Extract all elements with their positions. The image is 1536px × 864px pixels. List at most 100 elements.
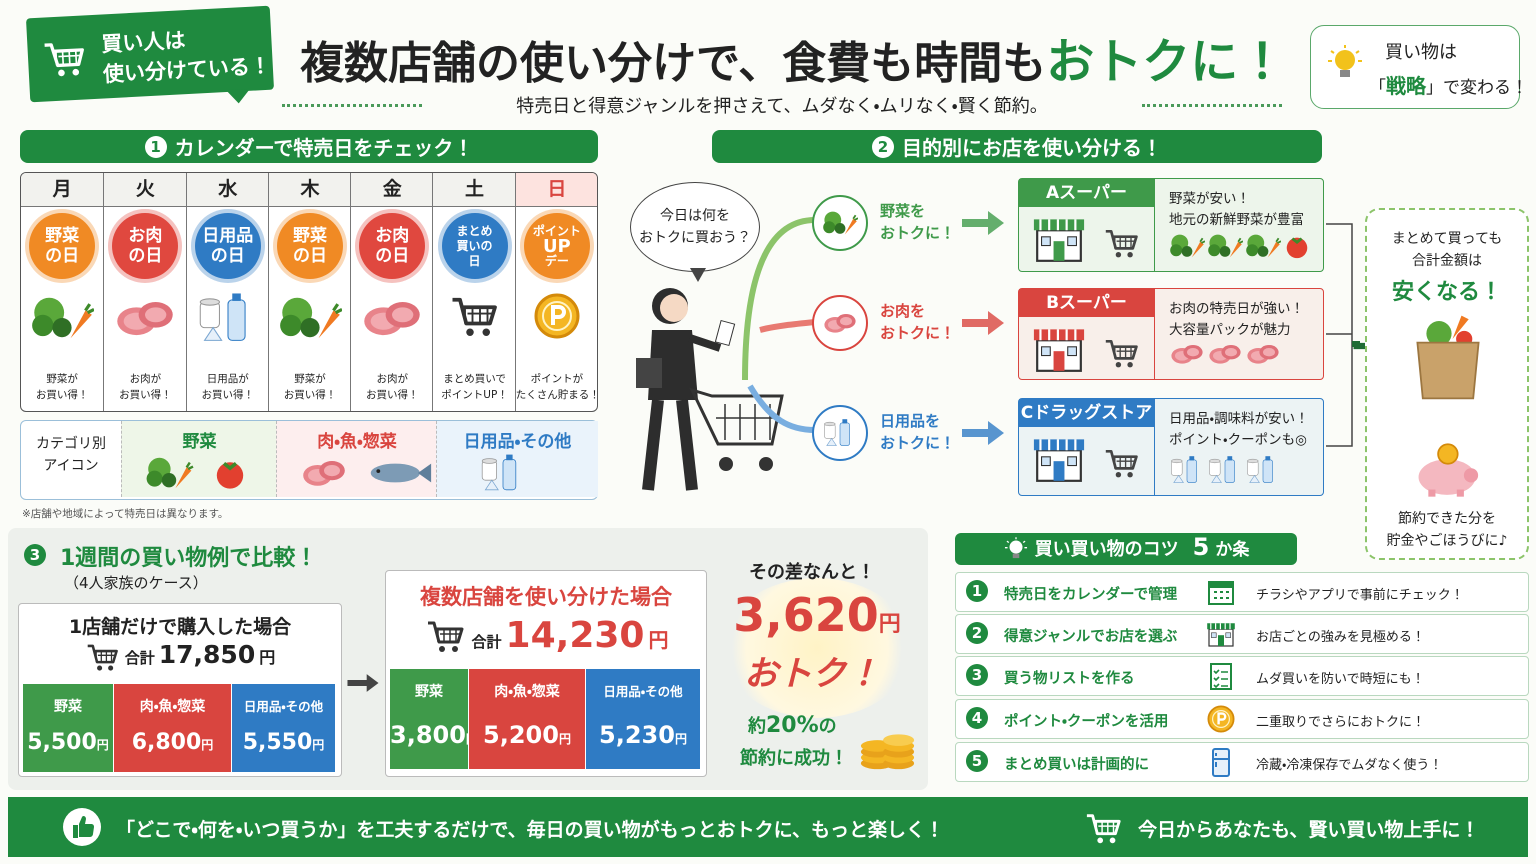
icon-part [203, 326, 223, 341]
icon-part [1237, 237, 1243, 244]
store-card: Bスーパー お肉の特売日が強い！ 大容量パックが魅力 [1018, 288, 1324, 380]
summary-line: 貯金やごほうびに♪ [1386, 533, 1508, 549]
icon-part [962, 311, 1004, 335]
icon-part [63, 808, 101, 846]
icon-part [824, 419, 850, 446]
day-caption: ポイントUP！ [441, 389, 508, 401]
icon-part [1225, 348, 1237, 357]
purpose-circle [812, 295, 868, 351]
badge-line: 野菜 [292, 226, 327, 246]
multi-case: 複数店舗を使い分けた場合合計14,230円野菜3,800円肉・魚・惣菜5,200… [385, 570, 707, 777]
icon-part [1199, 237, 1205, 244]
icon-part [1246, 234, 1281, 258]
corner-box: 買い物は 「戦略」で変わる！ [1310, 25, 1528, 109]
meat-icon [1245, 339, 1281, 369]
icon-part [1326, 223, 1353, 447]
day-column: 金お肉 の日 お肉が お買い得！ [350, 173, 434, 411]
icon-part [1053, 461, 1065, 481]
tip-title: ポイント・クーポンを活用 [1004, 714, 1169, 730]
meat-icon [1169, 339, 1205, 369]
icon-part [1213, 669, 1228, 689]
icon-part [427, 621, 464, 652]
store-header: Cドラッグストア [1019, 399, 1155, 495]
cart-icon [41, 35, 89, 81]
category-name: 野菜 [182, 432, 217, 452]
icon-part [347, 674, 379, 692]
corner-bracket: 「 [1369, 78, 1386, 98]
icon-part [1207, 623, 1235, 647]
icon-part [962, 311, 1004, 335]
tomato-icon [1283, 231, 1311, 261]
badge-line: 野菜 [45, 226, 80, 246]
icon-part [1335, 50, 1355, 70]
store-header: Bスーパー [1019, 289, 1155, 379]
day-caption: お買い得！ [201, 389, 254, 401]
purpose-line: 野菜を [880, 202, 926, 220]
store-card: Cドラッグストア 日用品・調味料が安い！ ポイント・クーポンも◎ [1018, 398, 1324, 496]
header-badge: 買い人は 使い分けている！ [25, 5, 275, 105]
step-number: 1 [966, 580, 988, 602]
rate-post: の [818, 716, 837, 737]
icon-part [719, 457, 733, 471]
footer-closing: 今日からあなたも、賢い買い物上手に！ [1138, 819, 1480, 841]
day-name: 土 [433, 173, 516, 207]
store-desc: 地元の新鮮野菜が豊富 [1169, 212, 1304, 228]
category-group: 肉・魚・惣菜 [276, 421, 437, 497]
icon-part [824, 421, 836, 427]
cart-icon [424, 616, 468, 656]
purpose-line: おトクに！ [880, 324, 956, 342]
veg-icon [1169, 231, 1205, 261]
corner-line: 買い物は [1385, 42, 1457, 63]
icon-part [484, 479, 499, 491]
day-column: 日ポイント UP デー ポイントが たくさん貯まる！ [514, 173, 597, 411]
icon-part [161, 473, 177, 488]
icon-part [1227, 456, 1233, 461]
icon-part [1219, 246, 1231, 257]
day-caption: お肉が [376, 373, 409, 385]
icon-part [1249, 474, 1260, 483]
icon-part [1004, 537, 1027, 549]
veg-icon [1245, 231, 1281, 261]
cost-unit: 円 [96, 738, 109, 752]
tip-desc: 冷蔵・冷凍保存でムダなく使う！ [1256, 758, 1443, 773]
icon-part [1189, 456, 1195, 461]
icon-part [834, 223, 846, 234]
cart-icon [1103, 445, 1141, 481]
icon-part [87, 644, 118, 671]
icon-part [1009, 540, 1023, 554]
icon-part [1416, 341, 1480, 400]
icon-part [32, 314, 54, 337]
icon-part [1212, 748, 1230, 777]
total-amount: 17,850 [158, 640, 256, 669]
day-caption: お買い得！ [283, 389, 337, 401]
icon-part [759, 319, 816, 333]
icon-part [1456, 489, 1464, 497]
icon-part [1328, 45, 1362, 62]
icon-part [280, 297, 342, 339]
meat-icon [291, 453, 357, 493]
icon-part [1286, 237, 1308, 259]
arrow-icon [960, 208, 1006, 238]
icon-part [1275, 237, 1281, 244]
case-total: 合計 17,850 円 [19, 640, 341, 674]
section-heading: 2 目的別にお店を使い分ける！ [712, 130, 1322, 163]
icon-part [1067, 236, 1077, 247]
diff-callout: その差なんと！ 3,620円 おトク！ 約20%の 節約に成功！ [712, 548, 922, 784]
icon-part [72, 68, 80, 76]
store-name: Cドラッグストア [1019, 399, 1154, 427]
icon-part [70, 310, 93, 339]
speech-text: 今日は何を おトクに買おう？ [631, 205, 759, 249]
category-group: 野菜 [121, 421, 277, 497]
diff-value: 3,620 [733, 588, 879, 642]
icon-part [438, 645, 445, 652]
day-caption: お買い得！ [366, 389, 419, 401]
icon-part [44, 43, 84, 68]
icon-part [1115, 472, 1122, 478]
speech-tail [690, 268, 706, 282]
tip-row: 5 まとめ買いは計画的に 冷蔵・冷凍保存でムダなく使う！ [955, 742, 1529, 782]
step-number: 2 [966, 622, 988, 644]
title-accent: おトクに！ [1046, 34, 1287, 90]
badge-line: の日 [292, 246, 327, 266]
icon-part [1041, 346, 1051, 357]
